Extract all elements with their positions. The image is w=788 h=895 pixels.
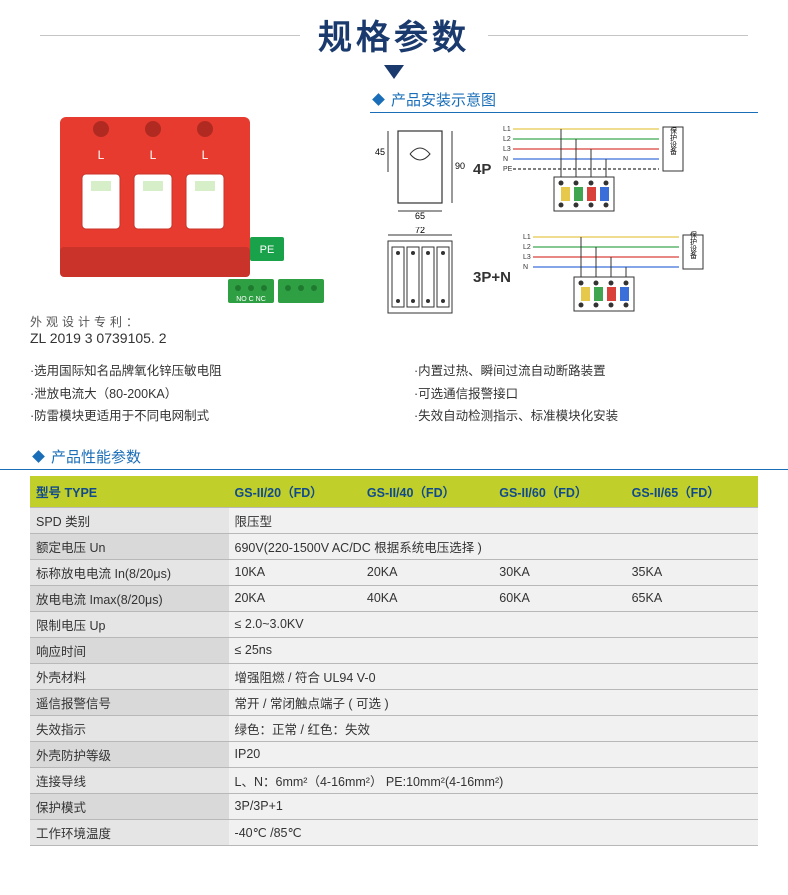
feature-item: ·失效自动检测指示、标准模块化安装 xyxy=(414,405,758,428)
spec-row-label: 遥信报警信号 xyxy=(30,689,229,715)
feature-item: ·选用国际知名品牌氧化锌压敏电阻 xyxy=(30,360,374,383)
feature-item: ·可选通信报警接口 xyxy=(414,383,758,406)
spec-row-value: 绿色：正常 / 红色：失效 xyxy=(229,715,758,741)
wiring-diagram-4p: L1 L2 L3 N PE 保护设备 xyxy=(499,119,689,219)
spec-row-value: 40KA xyxy=(361,585,493,611)
section-head-spec: 产品性能参数 xyxy=(0,446,788,470)
title-block: 规格参数 xyxy=(0,0,788,79)
svg-text:L3: L3 xyxy=(503,146,511,153)
spec-row-value: IP20 xyxy=(229,741,758,767)
svg-text:L1: L1 xyxy=(523,234,531,241)
label-3pn: 3P+N xyxy=(473,269,511,286)
arrow-down-icon xyxy=(384,65,404,79)
spec-row-value: 65KA xyxy=(626,585,758,611)
svg-text:N: N xyxy=(503,156,508,163)
spec-row-value: 10KA xyxy=(229,559,361,585)
label-4p: 4P xyxy=(473,161,491,178)
spec-row-value: 增强阻燃 / 符合 UL94 V-0 xyxy=(229,663,758,689)
spec-row-label: 响应时间 xyxy=(30,637,229,663)
page-title: 规格参数 xyxy=(318,10,470,59)
spec-row-label: 外壳材料 xyxy=(30,663,229,689)
spec-row-label: 额定电压 Un xyxy=(30,533,229,559)
wiring-diagram-3pn: L1 L2 L3 N 保护设备 xyxy=(519,227,709,327)
spec-row-label: 失效指示 xyxy=(30,715,229,741)
spec-row-value: 35KA xyxy=(626,559,758,585)
svg-text:65: 65 xyxy=(415,211,425,219)
svg-text:L: L xyxy=(150,148,157,162)
spec-row-label: 工作环境温度 xyxy=(30,819,229,845)
feature-list: ·选用国际知名品牌氧化锌压敏电阻 ·泄放电流大（80-200KA） ·防雷模块更… xyxy=(30,360,758,428)
svg-text:N: N xyxy=(523,264,528,271)
feature-item: ·防雷模块更适用于不同电网制式 xyxy=(30,405,374,428)
feature-item: ·内置过热、瞬间过流自动断路装置 xyxy=(414,360,758,383)
svg-text:L1: L1 xyxy=(503,126,511,133)
svg-text:保护设备: 保护设备 xyxy=(670,126,678,156)
spec-row-value: ≤ 2.0~3.0KV xyxy=(229,611,758,637)
spec-row-value: ≤ 25ns xyxy=(229,637,758,663)
spec-row-value: L、N：6mm²（4-16mm²） PE:10mm²(4-16mm²) xyxy=(229,767,758,793)
spec-header-model: GS-II/65（FD） xyxy=(626,476,758,508)
spec-header-label: 型号 TYPE xyxy=(30,476,229,508)
svg-text:72: 72 xyxy=(415,227,425,235)
patent-caption: 外观设计专利： xyxy=(30,313,350,330)
spec-row-value: -40℃ /85℃ xyxy=(229,819,758,845)
spec-header-model: GS-II/60（FD） xyxy=(493,476,625,508)
svg-text:L: L xyxy=(202,148,209,162)
spec-row-value: 20KA xyxy=(229,585,361,611)
spec-header-model: GS-II/20（FD） xyxy=(229,476,361,508)
svg-text:45: 45 xyxy=(375,147,385,157)
spec-row-value: 限压型 xyxy=(229,507,758,533)
svg-text:90: 90 xyxy=(455,161,465,171)
feature-item: ·泄放电流大（80-200KA） xyxy=(30,383,374,406)
product-image: L L L PE NO C NC 外观设计专利： ZL 2019 3 07391… xyxy=(30,89,350,346)
spec-row-label: 连接导线 xyxy=(30,767,229,793)
spec-row-value: 常开 / 常闭触点端子 ( 可选 ) xyxy=(229,689,758,715)
svg-text:L3: L3 xyxy=(523,254,531,261)
patent-number: ZL 2019 3 0739105. 2 xyxy=(30,330,350,346)
spec-row-value: 690V(220-1500V AC/DC 根据系统电压选择 ) xyxy=(229,533,758,559)
spec-row-value: 60KA xyxy=(493,585,625,611)
dimension-diagram-2: 72 xyxy=(370,227,465,327)
svg-text:L: L xyxy=(98,148,105,162)
spec-row-value: 3P/3P+1 xyxy=(229,793,758,819)
spec-row-label: SPD 类别 xyxy=(30,507,229,533)
spec-row-value: 30KA xyxy=(493,559,625,585)
dimension-diagram-1: 65 45 90 xyxy=(370,119,465,219)
spec-row-label: 保护模式 xyxy=(30,793,229,819)
spec-row-label: 放电电流 Imax(8/20μs) xyxy=(30,585,229,611)
spec-row-label: 限制电压 Up xyxy=(30,611,229,637)
svg-text:L2: L2 xyxy=(503,136,511,143)
spec-row-label: 外壳防护等级 xyxy=(30,741,229,767)
spec-table: 型号 TYPEGS-II/20（FD）GS-II/40（FD）GS-II/60（… xyxy=(30,476,758,846)
spec-header-model: GS-II/40（FD） xyxy=(361,476,493,508)
svg-text:保护设备: 保护设备 xyxy=(689,230,697,260)
section-head-install: 产品安装示意图 xyxy=(370,89,758,113)
svg-text:PE: PE xyxy=(503,166,513,173)
spec-row-label: 标称放电电流 In(8/20μs) xyxy=(30,559,229,585)
install-diagram-block: 产品安装示意图 65 45 90 4P L1 L2 L3 N PE xyxy=(370,89,758,346)
svg-text:L2: L2 xyxy=(523,244,531,251)
svg-text:PE: PE xyxy=(260,244,275,256)
svg-text:NO C NC: NO C NC xyxy=(236,296,266,303)
spec-row-value: 20KA xyxy=(361,559,493,585)
